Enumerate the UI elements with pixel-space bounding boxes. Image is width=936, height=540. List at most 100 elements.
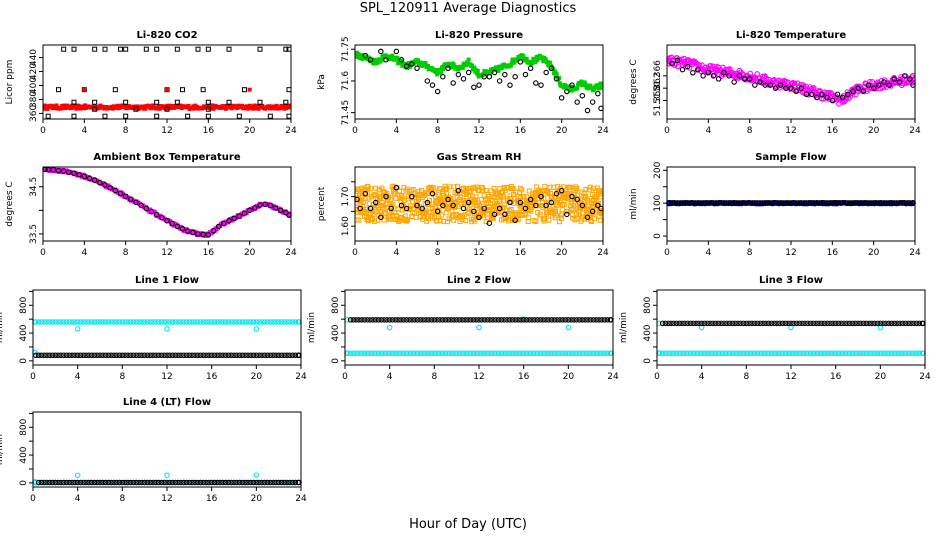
x-tick-label: 24 <box>285 248 297 258</box>
data-point <box>264 479 271 486</box>
data-point <box>475 68 480 73</box>
data-point <box>740 320 747 327</box>
data-point <box>467 350 474 356</box>
data-point <box>764 200 771 206</box>
x-tick-label: 0 <box>664 126 670 136</box>
data-point <box>579 79 584 84</box>
data-point <box>869 320 875 327</box>
data-point <box>552 69 557 74</box>
data-point <box>175 319 181 325</box>
data-point <box>383 57 389 63</box>
data-point <box>759 200 766 206</box>
data-point <box>399 58 404 63</box>
data-point <box>149 106 154 111</box>
data-point <box>529 350 535 356</box>
data-point <box>484 317 491 323</box>
y-tick-label: 51.358 <box>653 84 663 116</box>
y-tick-label: 34.5 <box>29 177 39 197</box>
data-point <box>732 320 738 327</box>
series-co2-1 <box>61 46 292 52</box>
data-point <box>174 223 181 230</box>
data-point <box>449 207 455 213</box>
data-point <box>127 352 134 359</box>
series-line3-0 <box>656 350 926 356</box>
data-point <box>473 194 479 200</box>
data-point <box>534 350 541 356</box>
data-point <box>398 202 405 209</box>
data-point <box>424 78 431 84</box>
data-point <box>105 319 112 325</box>
x-tick-label: 24 <box>909 126 921 136</box>
data-point <box>437 218 443 224</box>
data-point <box>248 479 254 486</box>
data-point <box>768 320 775 327</box>
data-point <box>484 350 491 356</box>
x-tick-label: 20 <box>868 126 880 136</box>
data-point <box>136 479 142 486</box>
x-tick-label: 16 <box>515 126 527 136</box>
data-point <box>200 87 206 93</box>
data-point <box>548 350 555 356</box>
data-point <box>496 78 503 84</box>
data-point <box>824 350 831 356</box>
data-point <box>239 479 246 486</box>
data-point <box>41 479 47 486</box>
data-point <box>471 84 477 91</box>
x-tick-label: 20 <box>868 248 880 258</box>
data-point <box>849 320 856 327</box>
data-point <box>684 63 691 70</box>
data-point <box>529 317 535 323</box>
data-point <box>908 320 914 327</box>
data-point <box>450 213 456 219</box>
data-point <box>757 200 763 206</box>
data-point <box>367 350 373 356</box>
x-tick-label: 20 <box>556 248 568 258</box>
data-point <box>358 317 365 323</box>
data-point <box>38 479 45 486</box>
data-point <box>818 320 825 327</box>
data-point <box>217 352 223 359</box>
data-point <box>150 352 156 359</box>
data-point <box>181 352 187 359</box>
data-point <box>114 352 120 359</box>
data-point <box>228 352 234 359</box>
data-point <box>908 350 914 356</box>
data-point <box>396 188 402 194</box>
data-point <box>169 352 176 359</box>
data-point <box>508 207 514 213</box>
data-point <box>281 352 287 359</box>
data-point <box>838 320 844 327</box>
data-point <box>33 352 39 359</box>
data-point <box>52 319 59 325</box>
data-point <box>894 320 900 327</box>
data-point <box>250 319 257 325</box>
data-point <box>842 200 848 206</box>
data-point <box>133 319 140 325</box>
data-point <box>845 200 851 206</box>
data-point <box>808 200 815 206</box>
x-tick-label: 24 <box>285 126 297 136</box>
x-tick-label: 12 <box>473 126 484 136</box>
data-point <box>189 319 195 325</box>
data-point <box>682 350 688 356</box>
data-point <box>512 73 518 80</box>
data-point <box>741 76 748 82</box>
data-point <box>434 350 440 356</box>
data-point <box>450 202 456 209</box>
data-point <box>80 352 87 359</box>
data-point <box>406 61 411 66</box>
data-point <box>451 217 457 223</box>
data-point <box>782 320 789 327</box>
data-point <box>390 53 395 58</box>
data-point <box>881 79 887 85</box>
data-point <box>765 350 772 356</box>
data-point <box>504 350 510 356</box>
data-point <box>147 319 154 325</box>
data-point <box>522 71 529 78</box>
y-axis-label-temperature: degrees C <box>629 59 639 104</box>
data-point <box>593 317 599 323</box>
data-point <box>206 479 212 486</box>
data-point <box>66 319 73 325</box>
data-point <box>248 352 254 359</box>
data-point <box>123 99 129 105</box>
